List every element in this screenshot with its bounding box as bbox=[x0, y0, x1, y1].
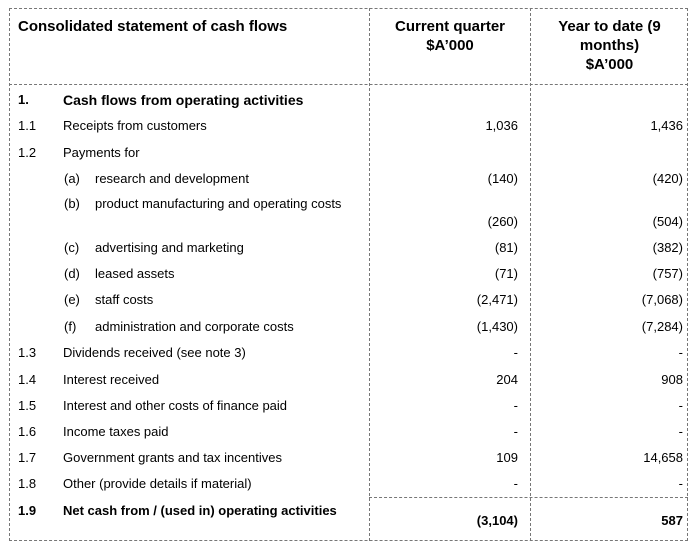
row-label: Payments for bbox=[63, 145, 140, 160]
row-label: product manufacturing and operating cost… bbox=[95, 196, 342, 211]
sub-item-letter: (b) bbox=[64, 196, 80, 211]
row-label: administration and corporate costs bbox=[95, 319, 294, 334]
row-label: Interest and other costs of finance paid bbox=[63, 398, 288, 413]
year-to-date-value: 14,658 bbox=[643, 450, 683, 465]
row-label: research and development bbox=[95, 171, 249, 186]
row-label: Cash flows from operating activities bbox=[63, 92, 304, 108]
year-to-date-value: (504) bbox=[652, 214, 683, 229]
row-label: leased assets bbox=[95, 266, 175, 281]
current-quarter-value: - bbox=[513, 345, 518, 360]
row-number: 1. bbox=[18, 92, 29, 107]
row-label: advertising and marketing bbox=[95, 240, 244, 255]
header-line: $A’000 bbox=[426, 37, 474, 54]
row-label: Government grants and tax incentives bbox=[63, 450, 282, 465]
column-divider bbox=[369, 8, 370, 541]
year-to-date-value: (420) bbox=[652, 171, 683, 186]
row-number: 1.6 bbox=[18, 424, 37, 439]
year-to-date-value: (757) bbox=[652, 266, 683, 281]
row-label: Net cash from / (used in) operating acti… bbox=[63, 503, 337, 518]
year-to-date-header: Year to date (9 months) $A’000 bbox=[531, 17, 688, 74]
row-number: 1.4 bbox=[18, 372, 37, 387]
row-label: Dividends received (see note 3) bbox=[63, 345, 246, 360]
current-quarter-value: 109 bbox=[496, 450, 518, 465]
sub-item-letter: (f) bbox=[64, 319, 77, 334]
header-divider bbox=[9, 84, 688, 85]
current-quarter-value: (140) bbox=[487, 171, 518, 186]
header-line: months) bbox=[579, 37, 640, 54]
sub-item-letter: (a) bbox=[64, 171, 80, 186]
current-quarter-value: - bbox=[513, 424, 518, 439]
current-quarter-value: (260) bbox=[487, 214, 518, 229]
current-quarter-value: (81) bbox=[494, 240, 518, 255]
total-divider bbox=[369, 497, 688, 498]
row-number: 1.8 bbox=[18, 476, 37, 491]
row-label: Other (provide details if material) bbox=[63, 476, 252, 491]
sub-item-letter: (c) bbox=[64, 240, 80, 255]
current-quarter-value: (3,104) bbox=[476, 513, 518, 528]
current-quarter-value: (71) bbox=[494, 266, 518, 281]
current-quarter-value: - bbox=[513, 476, 518, 491]
year-to-date-value: 1,436 bbox=[650, 118, 683, 133]
row-number: 1.7 bbox=[18, 450, 37, 465]
year-to-date-value: 587 bbox=[661, 513, 683, 528]
year-to-date-value: - bbox=[678, 476, 683, 491]
current-quarter-value: (1,430) bbox=[476, 319, 518, 334]
row-label: Interest received bbox=[63, 372, 160, 387]
row-number: 1.5 bbox=[18, 398, 37, 413]
year-to-date-value: - bbox=[678, 424, 683, 439]
row-label: Income taxes paid bbox=[63, 424, 169, 439]
row-label: Receipts from customers bbox=[63, 118, 207, 133]
year-to-date-value: - bbox=[678, 345, 683, 360]
row-number: 1.2 bbox=[18, 145, 37, 160]
header-line: Current quarter bbox=[394, 18, 506, 35]
current-quarter-value: - bbox=[513, 398, 518, 413]
header-line: $A’000 bbox=[585, 56, 634, 73]
table-frame bbox=[9, 8, 688, 541]
table-title: Consolidated statement of cash flows bbox=[18, 18, 288, 35]
year-to-date-value: (7,068) bbox=[641, 292, 683, 307]
row-label: staff costs bbox=[95, 292, 154, 307]
year-to-date-value: 908 bbox=[661, 372, 683, 387]
row-number: 1.9 bbox=[18, 503, 37, 518]
row-number: 1.3 bbox=[18, 345, 37, 360]
year-to-date-value: (7,284) bbox=[641, 319, 683, 334]
current-quarter-value: 1,036 bbox=[485, 118, 518, 133]
row-number: 1.1 bbox=[18, 118, 37, 133]
year-to-date-value: (382) bbox=[652, 240, 683, 255]
sub-item-letter: (d) bbox=[64, 266, 80, 281]
current-quarter-value: 204 bbox=[496, 372, 518, 387]
current-quarter-header: Current quarter $A’000 bbox=[370, 17, 530, 55]
year-to-date-value: - bbox=[678, 398, 683, 413]
header-line: Year to date (9 bbox=[558, 18, 661, 35]
current-quarter-value: (2,471) bbox=[476, 292, 518, 307]
sub-item-letter: (e) bbox=[64, 292, 80, 307]
column-divider bbox=[530, 8, 531, 541]
